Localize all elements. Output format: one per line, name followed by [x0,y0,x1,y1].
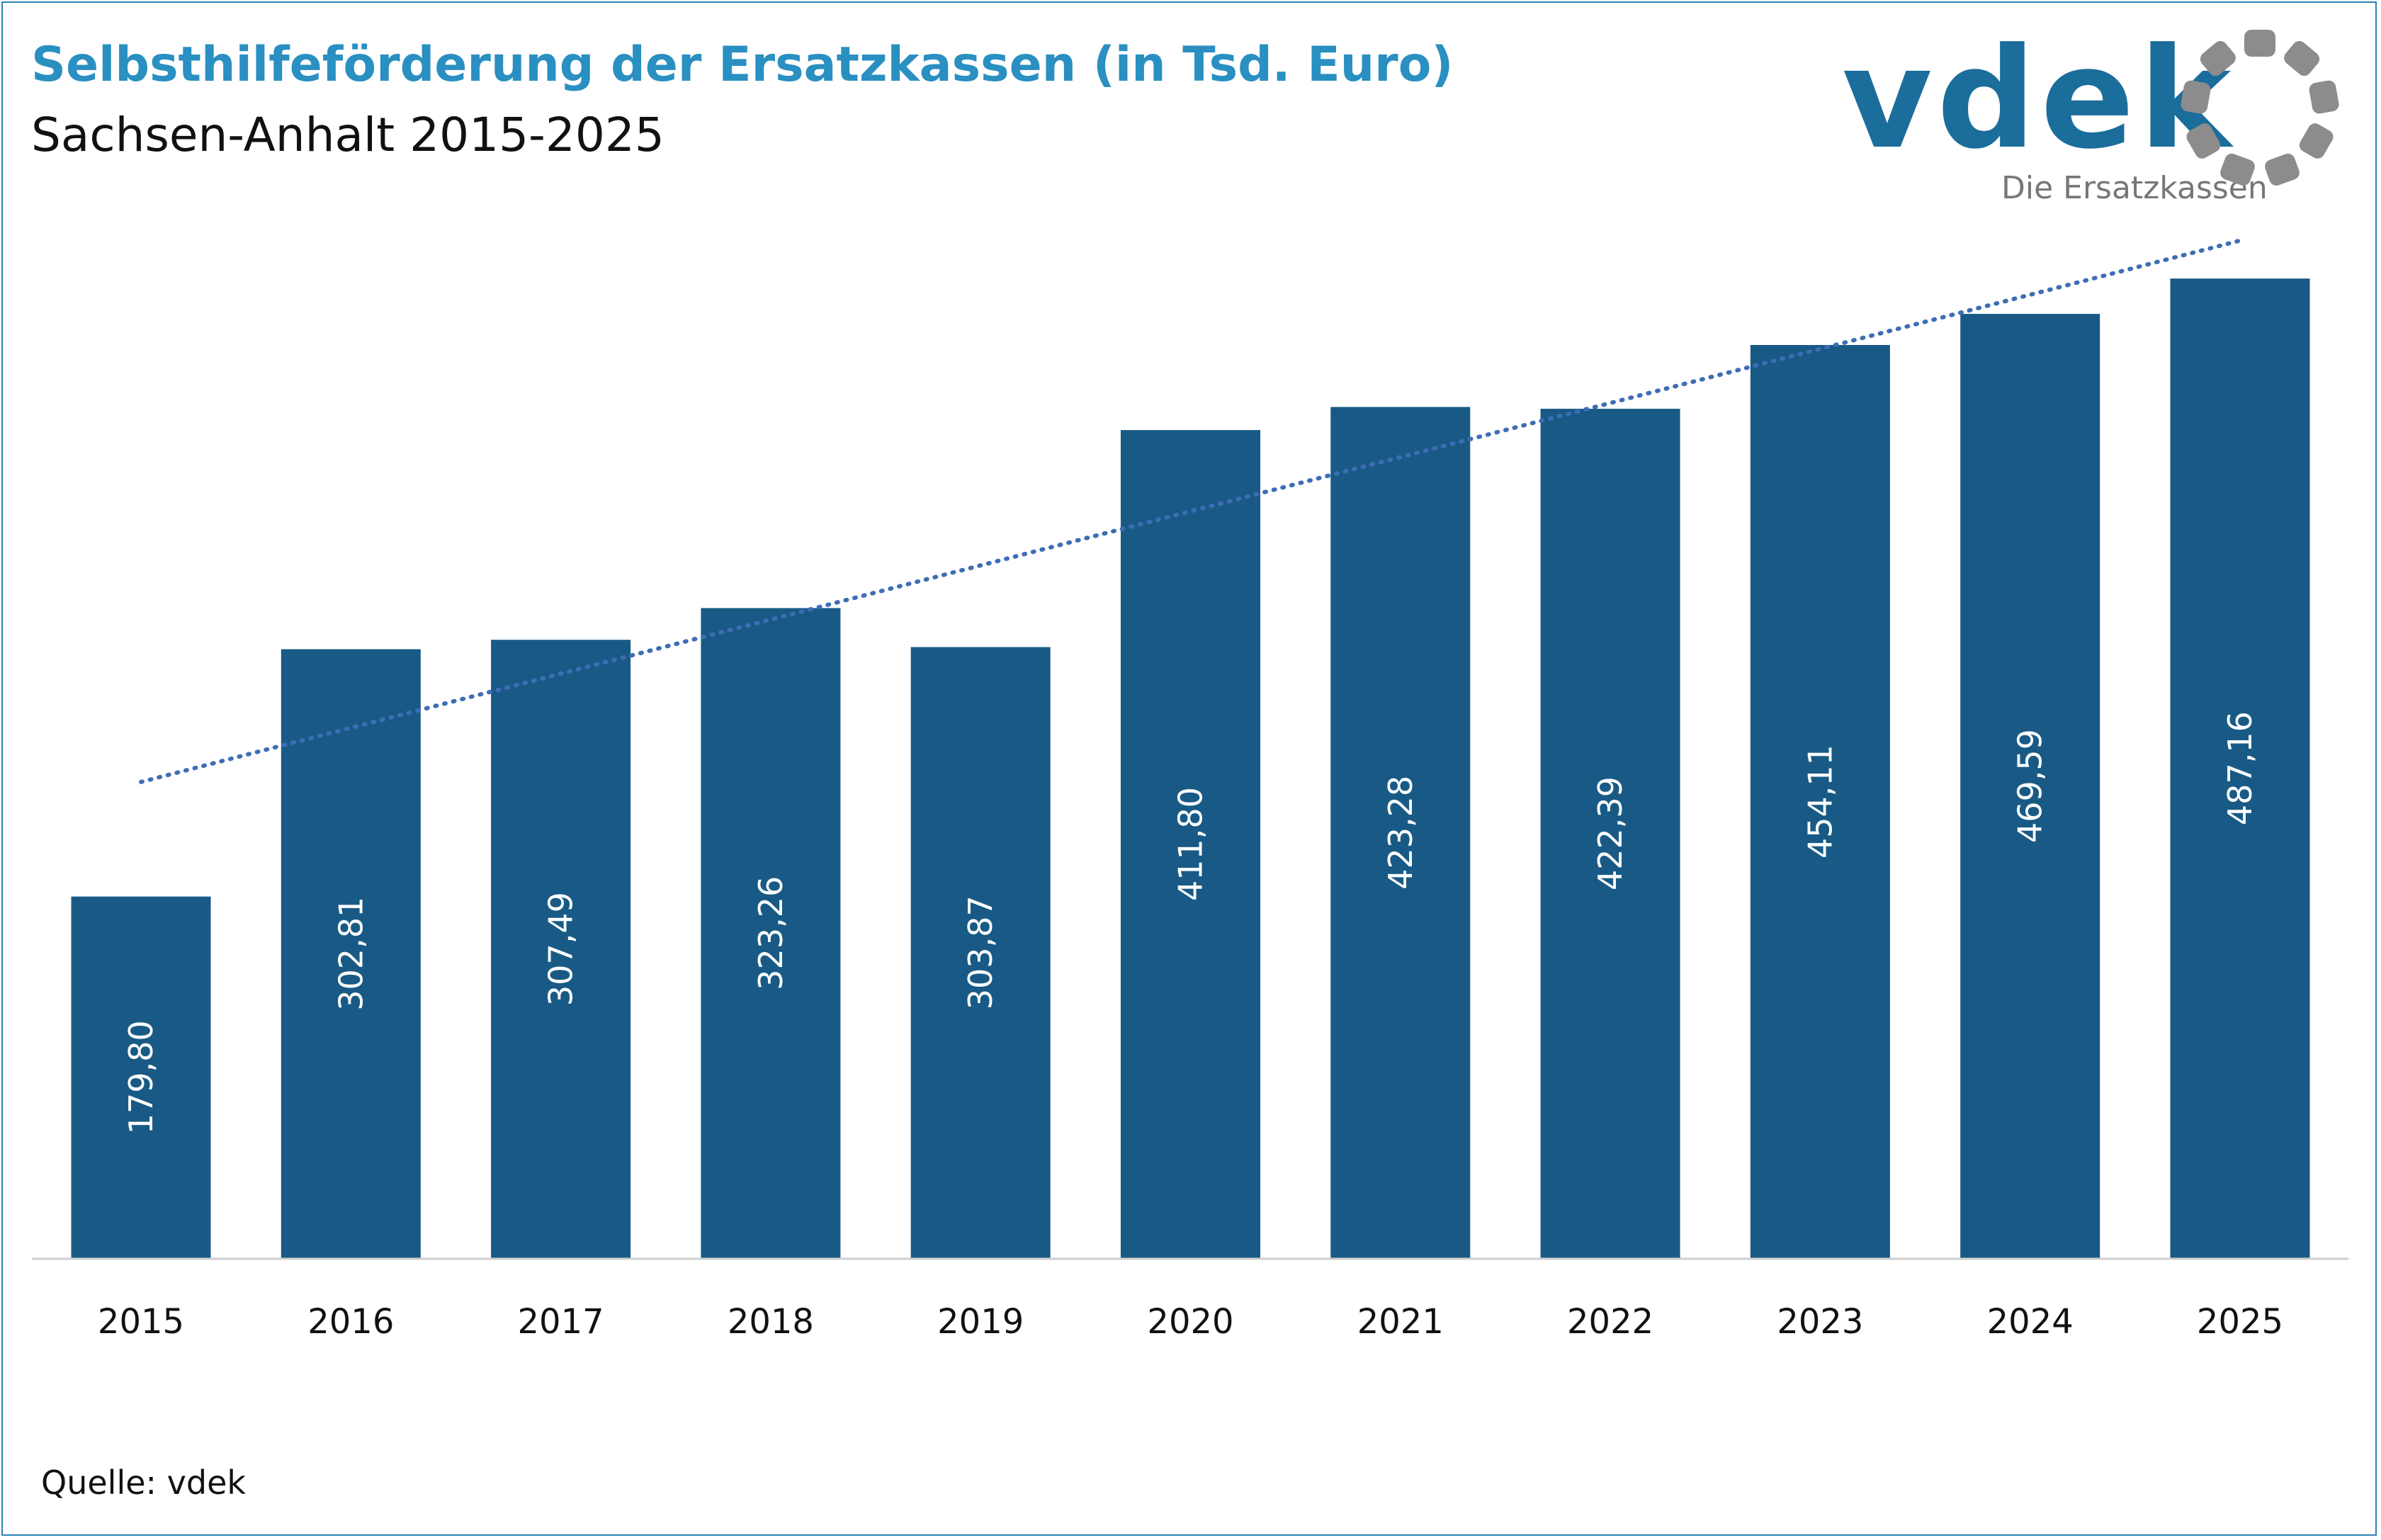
logo-ring-segment [2284,40,2320,77]
data-label-2019: 303,87 [961,895,1000,1009]
logo-ring-segment [2220,153,2255,186]
x-tick-label-2016: 2016 [307,1302,394,1342]
source-note: Quelle: vdek [41,1463,247,1502]
x-tick-label-2025: 2025 [2197,1302,2283,1342]
bar-2020 [1121,430,1260,1258]
data-label-2024: 469,59 [2011,729,2049,843]
x-tick-label-2017: 2017 [518,1302,604,1342]
bar-2021 [1330,407,1471,1258]
chart-title: Selbsthilfeförderung der Ersatzkassen (i… [31,37,1454,93]
logo-wordmark: vdek [1842,18,2236,180]
data-label-2023: 454,11 [1801,744,1839,859]
x-tick-label-2018: 2018 [728,1302,814,1342]
bar-2016 [281,649,421,1258]
data-label-2022: 422,39 [1591,776,1629,890]
bar-2019 [910,647,1051,1258]
logo-ring-segment [2265,153,2300,186]
vdek-ring-icon [2181,30,2339,186]
data-label-2015: 179,80 [122,1020,160,1134]
x-tick-label-2021: 2021 [1357,1302,1444,1342]
bar-2018 [701,608,841,1258]
x-tick-label-2022: 2022 [1567,1302,1653,1342]
logo-ring-segment [2309,80,2339,114]
data-label-2021: 423,28 [1381,776,1420,890]
bar-2024 [1960,314,2100,1258]
bar-2017 [491,640,631,1258]
x-tick-label-2024: 2024 [1987,1302,2074,1342]
chart-subtitle: Sachsen-Anhalt 2015-2025 [31,108,664,162]
logo-ring-segment [2200,40,2236,77]
x-tick-label-2023: 2023 [1777,1302,1863,1342]
trend-line [139,238,2242,784]
bar-2023 [1750,345,1890,1258]
data-label-2017: 307,49 [542,892,580,1006]
data-label-2020: 411,80 [1172,787,1210,901]
data-label-2016: 302,81 [332,897,370,1011]
logo-ring-segment [2299,123,2334,159]
bar-2015 [71,896,211,1258]
x-tick-label-2015: 2015 [98,1302,184,1342]
x-tick-label-2019: 2019 [937,1302,1024,1342]
logo-ring-segment [2181,80,2211,114]
data-label-2018: 323,26 [752,876,790,990]
logo-ring-segment [2186,123,2221,159]
bar-2022 [1540,409,1680,1258]
vdek-logo: vdek Die Ersatzkassen [1842,21,2352,213]
bar-2025 [2170,278,2310,1258]
logo-ring-segment [2244,30,2275,57]
x-tick-label-2020: 2020 [1147,1302,1233,1342]
data-label-2025: 487,16 [2221,711,2259,825]
